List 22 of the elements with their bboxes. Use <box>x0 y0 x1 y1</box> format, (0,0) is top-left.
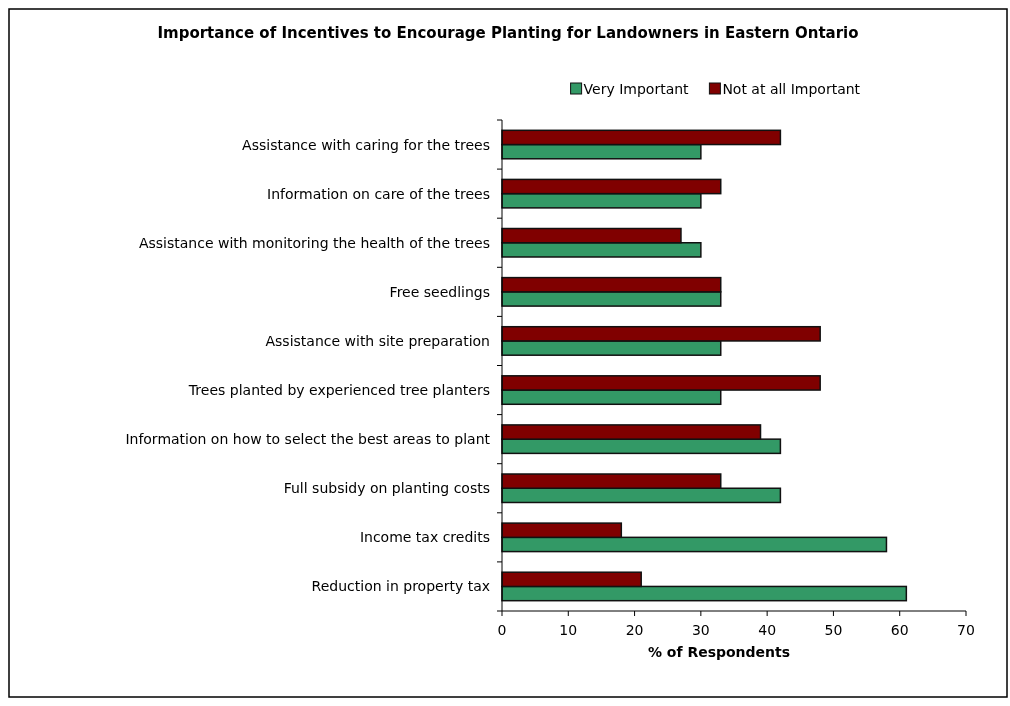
x-axis-title: % of Respondents <box>647 644 791 660</box>
x-tick-label: 70 <box>957 622 975 638</box>
y-tick-label: Trees planted by experienced tree planters <box>187 382 490 399</box>
y-tick-label: Full subsidy on planting costs <box>283 480 490 497</box>
x-tick-label: 10 <box>559 622 578 638</box>
y-tick-label: Assistance with site preparation <box>265 332 490 349</box>
x-tick-label: 50 <box>824 622 843 638</box>
x-tick-label: 0 <box>497 622 507 638</box>
x-tick-label: 40 <box>758 622 777 638</box>
chart-title: Importance of Incentives to Encourage Planting for Landowners in Eastern Ontario <box>157 24 859 42</box>
legend-label: Not at all Important <box>722 81 861 97</box>
y-tick-label: Free seedlings <box>389 283 490 300</box>
y-tick-label: Reduction in property tax <box>311 578 490 595</box>
y-tick-label: Assistance with monitoring the health of the trees <box>138 234 490 251</box>
legend-label: Very Important <box>583 81 690 97</box>
x-tick-label: 30 <box>691 622 710 638</box>
y-tick-label: Information on care of the trees <box>267 185 490 202</box>
y-tick-label: Assistance with caring for the trees <box>242 136 490 153</box>
y-tick-label: Income tax credits <box>359 529 490 546</box>
x-tick-label: 20 <box>625 622 644 638</box>
x-tick-label: 60 <box>890 622 909 638</box>
y-tick-label: Information on how to select the best areas to plant <box>125 431 491 448</box>
